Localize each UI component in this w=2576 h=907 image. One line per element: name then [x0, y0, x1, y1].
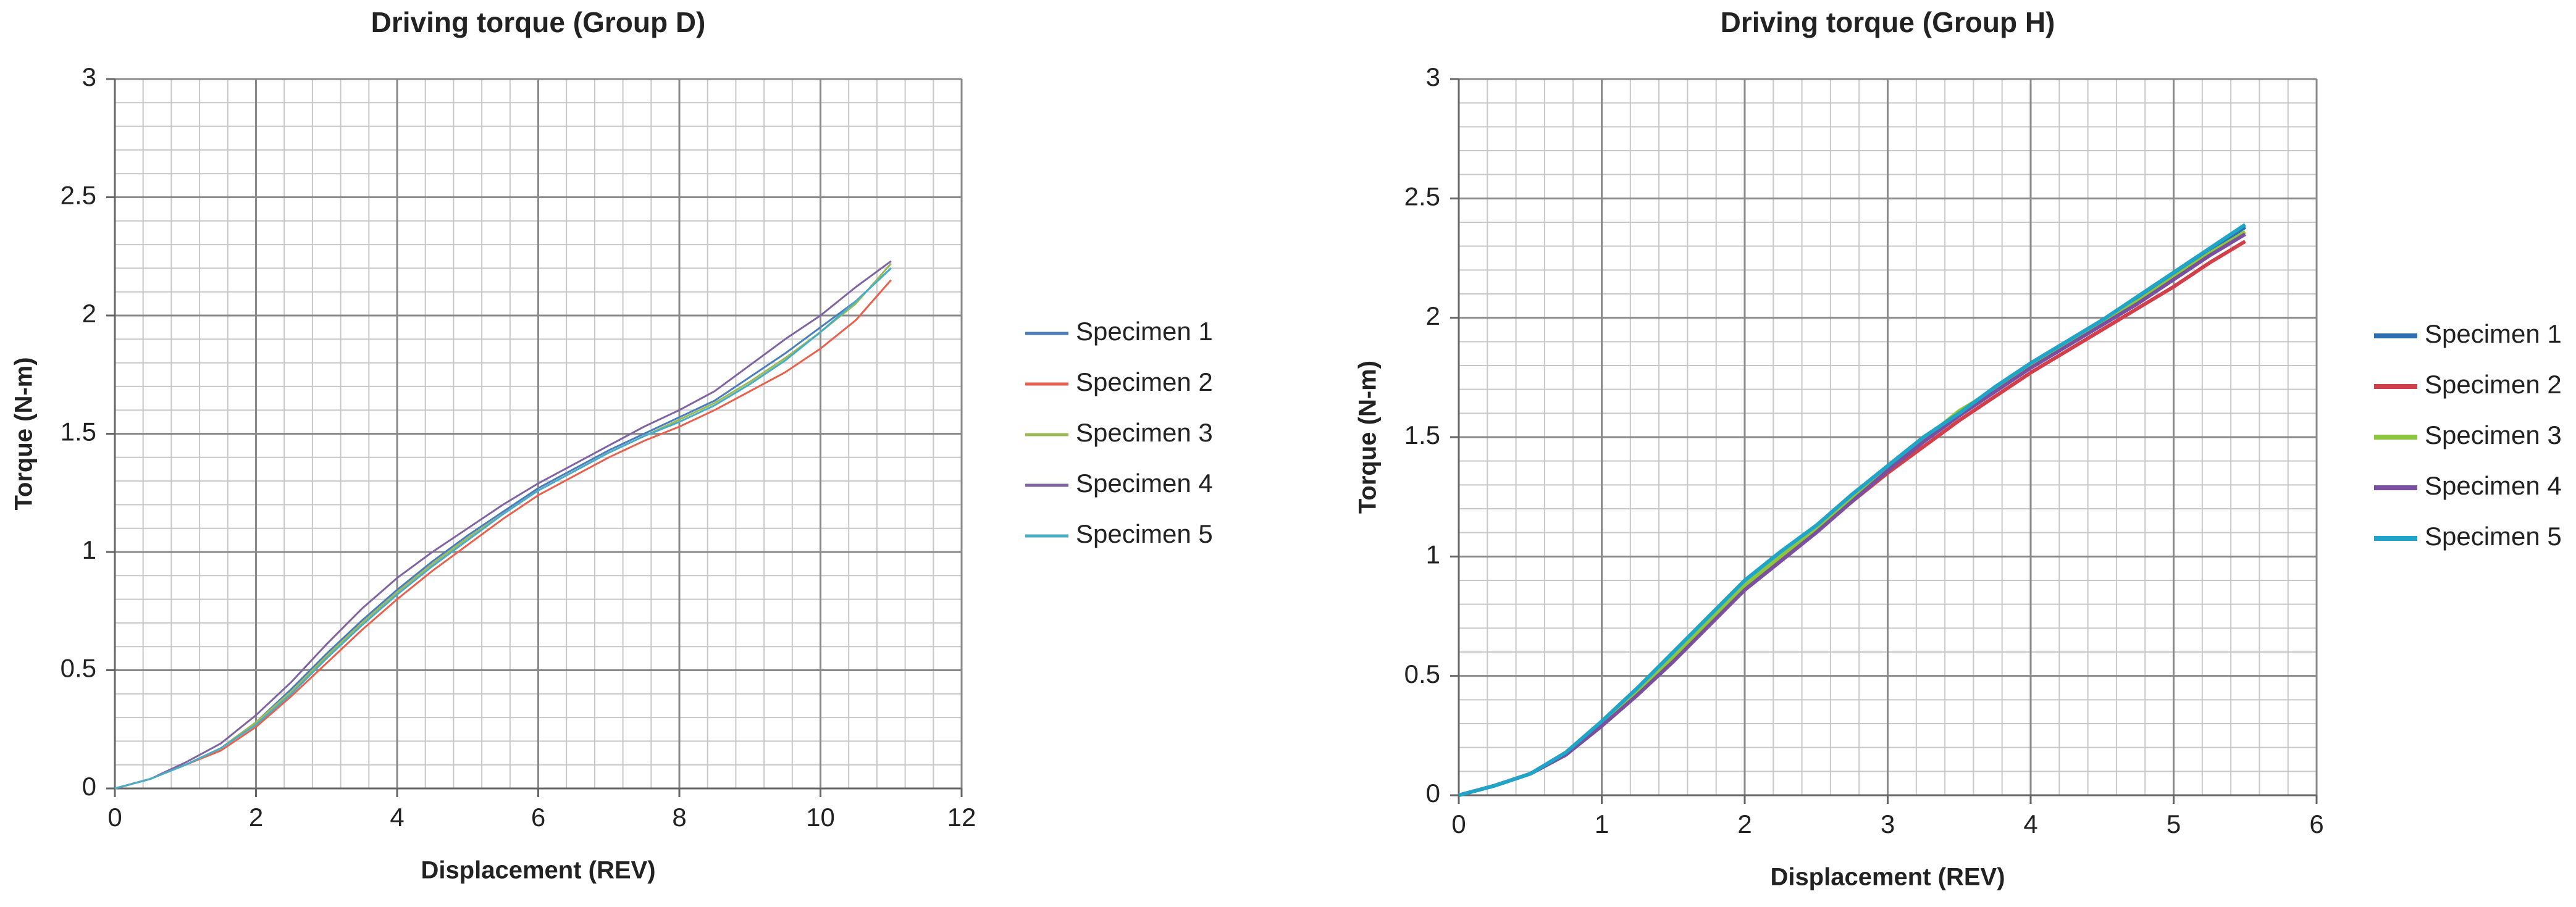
- legend-label: Specimen 3: [2425, 420, 2562, 449]
- x-tick-label: 0: [107, 803, 122, 832]
- y-axis-title: Torque (N-m): [10, 357, 38, 510]
- x-axis-title: Displacement (REV): [1770, 864, 2005, 891]
- x-tick-label: 2: [249, 803, 263, 832]
- y-tick-label: 2: [82, 299, 96, 328]
- y-tick-label: 1: [1426, 540, 1440, 569]
- x-tick-label: 6: [531, 803, 545, 832]
- legend-label: Specimen 2: [1076, 367, 1213, 396]
- x-axis-title: Displacement (REV): [421, 857, 655, 884]
- y-tick-label: 2.5: [1404, 182, 1440, 211]
- series-line: [1458, 240, 2246, 797]
- x-tick-label: 5: [2167, 809, 2181, 838]
- x-tick-label: 2: [1737, 809, 1752, 838]
- x-tick-label: 4: [390, 803, 404, 832]
- chart-title: Driving torque (Group H): [1721, 6, 2055, 38]
- legend-label: Specimen 5: [1076, 519, 1213, 548]
- series-line: [114, 262, 892, 790]
- y-tick-label: 2: [1426, 301, 1440, 330]
- y-tick-label: 3: [82, 62, 96, 91]
- x-tick-label: 12: [947, 803, 976, 832]
- series-line: [1458, 225, 2246, 797]
- x-tick-label: 10: [806, 803, 835, 832]
- legend-label: Specimen 1: [1076, 317, 1213, 346]
- legend-label: Specimen 4: [2425, 471, 2562, 500]
- y-axis-title: Torque (N-m): [1354, 361, 1382, 514]
- legend-label: Specimen 2: [2425, 370, 2562, 399]
- chart: Driving torque (Group D) 0 2 4 6 8 10 12 0 0.5 1 1.…: [10, 6, 1213, 884]
- y-tick-label: 3: [1426, 62, 1440, 91]
- series-line: [1458, 232, 2246, 797]
- y-tick-label: 1: [82, 535, 96, 564]
- chart-title: Driving torque (Group D): [371, 6, 706, 38]
- x-tick-label: 4: [2023, 809, 2037, 838]
- y-tick-label: 1.5: [61, 417, 96, 446]
- y-tick-label: 0.5: [61, 654, 96, 683]
- legend-label: Specimen 3: [1076, 418, 1213, 447]
- series-line: [114, 260, 892, 790]
- series-line: [114, 267, 892, 790]
- y-tick-label: 1.5: [1404, 420, 1440, 449]
- series-line: [1458, 223, 2246, 797]
- x-tick-label: 0: [1451, 809, 1466, 838]
- y-tick-label: 2.5: [61, 181, 96, 210]
- x-tick-label: 3: [1881, 809, 1895, 838]
- x-tick-label: 8: [672, 803, 686, 832]
- chart: Driving torque (Group H) 0 1 2 3 4 5 6 0 0.5 1 1.5 2…: [1354, 6, 2562, 890]
- legend-label: Specimen 4: [1076, 469, 1213, 498]
- y-tick-label: 0: [1426, 779, 1440, 808]
- x-tick-label: 6: [2309, 809, 2323, 838]
- legend-label: Specimen 5: [2425, 522, 2562, 551]
- y-tick-label: 0: [82, 772, 96, 801]
- series-line: [114, 279, 892, 790]
- legend-label: Specimen 1: [2425, 319, 2562, 348]
- x-tick-label: 1: [1595, 809, 1609, 838]
- y-tick-label: 0.5: [1404, 659, 1440, 688]
